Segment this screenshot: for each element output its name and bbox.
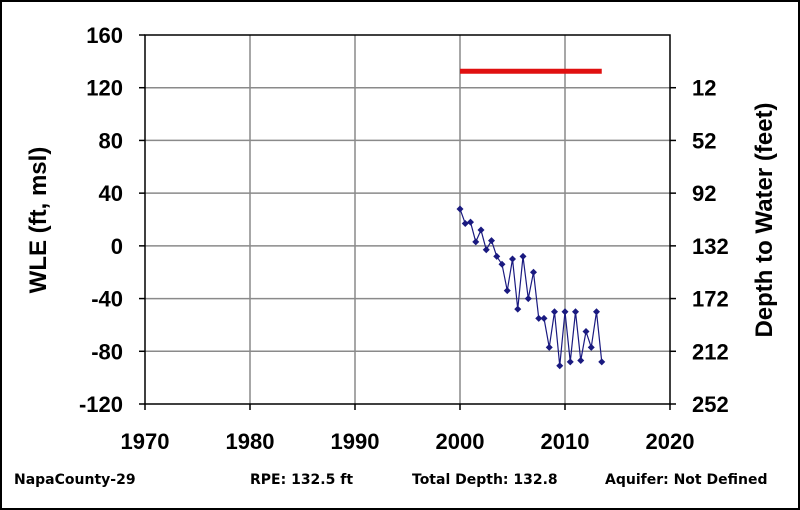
data-point	[498, 260, 506, 268]
y-tick-label-right: 172	[692, 287, 729, 312]
y-tick-label-left: 0	[111, 234, 123, 259]
data-point	[530, 268, 537, 276]
rpe-value: RPE: 132.5 ft	[250, 472, 354, 488]
data-point	[545, 343, 553, 351]
data-point	[540, 314, 548, 322]
data-point	[535, 314, 543, 322]
y-tick-label-left: 160	[86, 23, 123, 48]
y-tick-label-right: 132	[692, 234, 729, 259]
data-point	[598, 358, 606, 366]
y-axis-left-title: WLE (ft, msl)	[25, 147, 52, 294]
x-tick-label: 2020	[646, 429, 695, 454]
data-point	[556, 362, 564, 370]
well-info-footer: NapaCounty-29 RPE: 132.5 ft Total Depth:…	[2, 472, 798, 494]
data-point	[461, 219, 469, 227]
x-tick-label: 1970	[121, 429, 170, 454]
data-point	[582, 328, 590, 336]
data-point	[572, 308, 579, 316]
series-line	[459, 208, 603, 366]
y-tick-label-right: 92	[692, 181, 716, 206]
y-tick-label-right: 52	[692, 128, 716, 153]
data-point	[488, 237, 495, 245]
x-tick-label: 2010	[541, 429, 590, 454]
ticks: 1970 1980 1990 2000 2010 2020 160 120 80 40 0 -40 -8…	[79, 23, 729, 454]
x-tick-label: 2000	[436, 429, 485, 454]
data-point	[519, 252, 527, 260]
data-point	[477, 226, 485, 234]
data-point	[566, 358, 574, 366]
x-tick-label: 1990	[331, 429, 380, 454]
y-tick-label-left: 120	[86, 76, 123, 101]
y-tick-label-right: 12	[692, 76, 716, 101]
data-point	[503, 287, 511, 295]
data-point	[514, 305, 522, 313]
data-point	[493, 252, 501, 260]
x-tick-label: 1980	[226, 429, 275, 454]
data-point	[551, 308, 558, 316]
data-point	[472, 238, 480, 246]
y-tick-label-left: 80	[99, 128, 123, 153]
data-point	[593, 308, 600, 316]
aquifer: Aquifer: Not Defined	[605, 472, 768, 488]
y-tick-label-left: 40	[99, 181, 123, 206]
data-marks	[456, 68, 606, 370]
well-id: NapaCounty-29	[14, 472, 136, 488]
data-point	[587, 343, 595, 351]
y-tick-label-left: -120	[79, 392, 123, 417]
y-tick-label-left: -80	[91, 339, 123, 364]
water-level-chart: 1970 1980 1990 2000 2010 2020 160 120 80 40 0 -40 -8…	[25, 23, 778, 454]
data-point	[456, 205, 464, 213]
data-point	[524, 295, 532, 303]
data-point	[561, 308, 569, 316]
data-point	[509, 255, 516, 263]
y-tick-label-right: 252	[692, 392, 729, 417]
plot-area	[144, 34, 671, 405]
data-point	[577, 357, 585, 365]
y-tick-label-right: 212	[692, 339, 729, 364]
y-axis-right-title: Depth to Water (feet)	[751, 102, 778, 337]
total-depth: Total Depth: 132.8	[412, 472, 558, 488]
data-point	[482, 246, 490, 254]
data-point	[467, 218, 474, 226]
y-tick-label-left: -40	[91, 287, 123, 312]
